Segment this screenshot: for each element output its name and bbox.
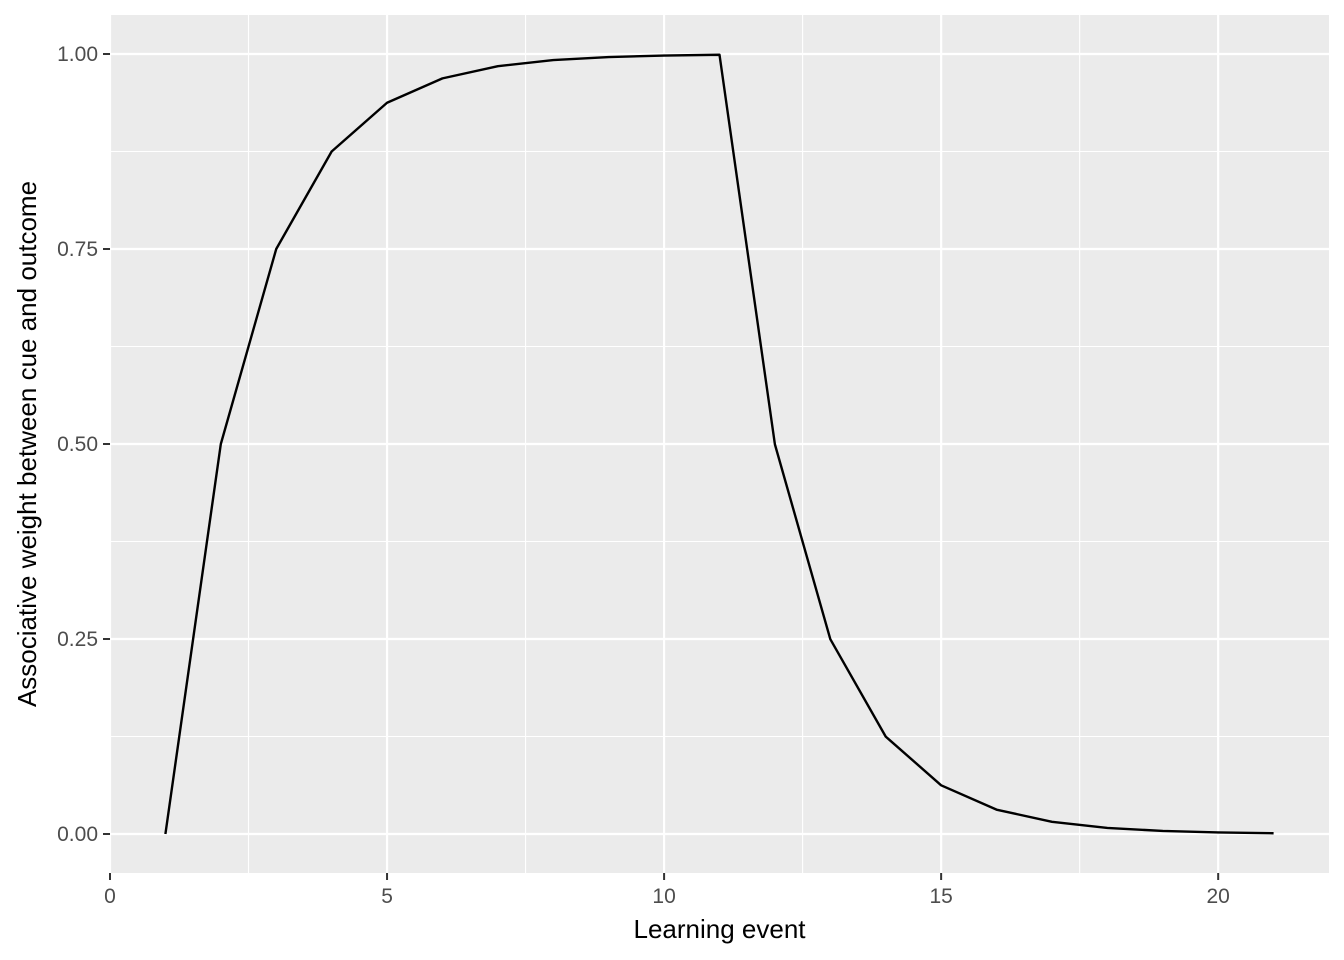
x-tick-label: 15 [929,885,952,908]
series-line [164,53,1274,835]
major-gridlines [108,15,1329,873]
y-axis: 0.00 0.25 0.50 0.75 1.00 [57,43,110,846]
x-axis: 0 5 10 15 20 [104,873,1230,908]
x-tick-label: 10 [652,885,675,908]
x-tick-label: 20 [1207,885,1230,908]
y-tick-label: 0.75 [57,238,98,261]
y-axis-title: Associative weight between cue and outco… [12,181,42,707]
series-layer [164,53,1274,835]
x-tick-label: 0 [104,885,116,908]
y-tick-label: 1.00 [57,43,98,66]
y-tick-label: 0.00 [57,823,98,846]
y-tick-label: 0.25 [57,628,98,651]
y-tick-label: 0.50 [57,433,98,456]
x-axis-title: Learning event [633,914,806,944]
x-tick-label: 5 [381,885,393,908]
